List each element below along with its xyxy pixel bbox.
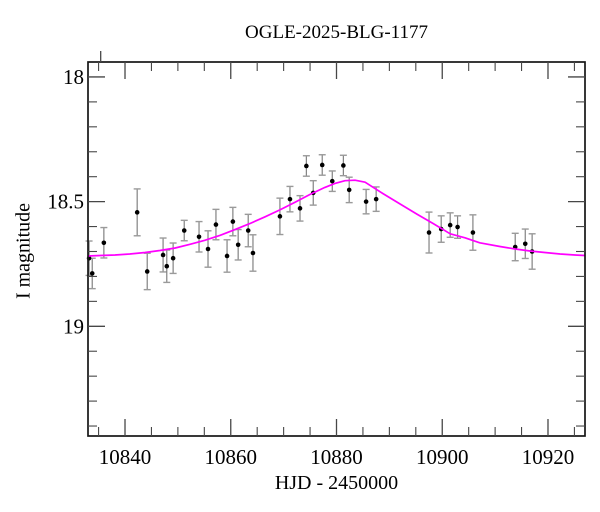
y-tick-label: 18.5: [47, 190, 84, 214]
data-point: [426, 230, 432, 235]
data-point: [319, 162, 325, 168]
x-tick-label: 10840: [99, 445, 152, 469]
data-point: [213, 222, 219, 227]
data-point: [224, 253, 230, 259]
data-point: [277, 214, 283, 219]
y-tick-label: 19: [63, 314, 84, 338]
data-point: [170, 255, 176, 261]
data-point: [205, 246, 211, 252]
data-point: [346, 187, 352, 193]
data-point: [297, 206, 303, 211]
data-point: [250, 250, 256, 256]
data-point: [144, 269, 150, 274]
x-axis-label: HJD - 2450000: [274, 472, 399, 494]
data-point: [522, 241, 528, 247]
data-point: [470, 230, 476, 235]
data-point: [164, 263, 170, 269]
data-point: [455, 224, 460, 230]
data-point: [181, 228, 187, 233]
data-point: [230, 219, 236, 224]
x-tick-label: 10920: [522, 445, 575, 469]
data-point: [341, 163, 346, 168]
chart-title: OGLE-2025-BLG-1177: [245, 22, 428, 43]
data-point: [287, 196, 293, 202]
y-tick-label: 18: [63, 65, 84, 89]
data-point: [134, 210, 140, 215]
data-point: [235, 242, 241, 248]
data-point: [196, 234, 202, 240]
data-point: [101, 240, 107, 246]
data-point: [304, 163, 309, 169]
model-curve: [87, 179, 586, 257]
data-point: [373, 196, 379, 202]
data-point: [447, 222, 453, 228]
data-point: [160, 252, 166, 258]
x-tick-label: 10900: [416, 445, 469, 469]
x-tick-label: 10880: [310, 445, 363, 469]
data-point: [245, 228, 251, 233]
data-point: [363, 199, 369, 204]
data-point: [89, 271, 95, 276]
x-tick-label: 10860: [205, 445, 258, 469]
data-point: [329, 178, 335, 184]
